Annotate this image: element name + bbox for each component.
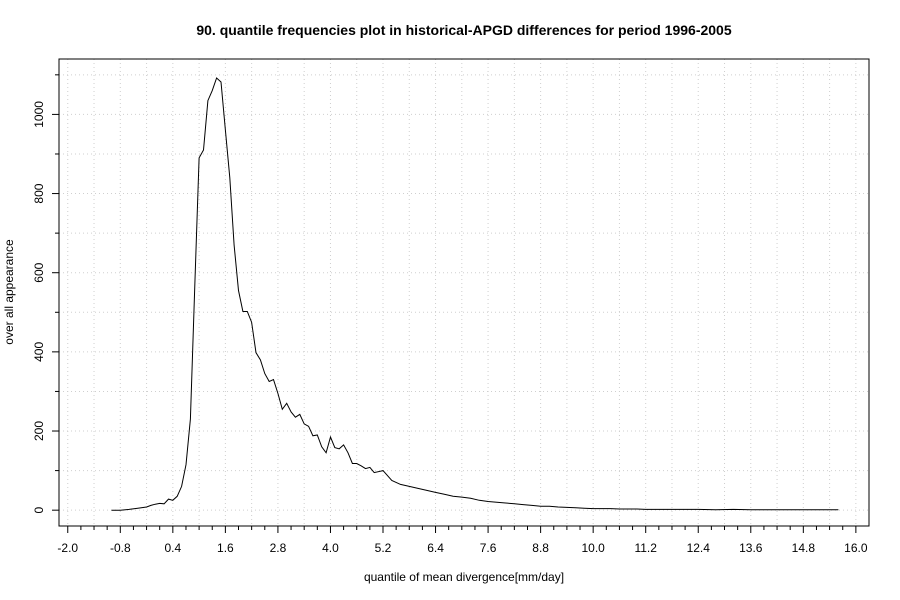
x-axis-label: quantile of mean divergence[mm/day] [364, 570, 564, 584]
x-tick-label: 8.8 [532, 541, 549, 555]
grid [59, 59, 869, 526]
x-tick-label: 0.4 [164, 541, 181, 555]
x-axis: -2.0 -0.8 0.4 1.6 2.8 4.0 5.2 6.4 7.6 8.8 10.0 11.2… [57, 526, 868, 555]
x-tick-label: 14.8 [792, 541, 816, 555]
x-tick-label: 16.0 [844, 541, 868, 555]
y-tick-label: 0 [32, 507, 46, 514]
x-tick-label: 10.0 [581, 541, 605, 555]
x-tick-label: 6.4 [427, 541, 444, 555]
x-tick-label: 5.2 [375, 541, 392, 555]
y-tick-label: 800 [32, 183, 46, 203]
x-tick-label: 1.6 [217, 541, 234, 555]
x-tick-label: 11.2 [634, 541, 657, 555]
plot-area [58, 58, 870, 527]
x-tick-label: 13.6 [739, 541, 763, 555]
y-tick-label: 400 [32, 342, 46, 362]
chart-title: 90. quantile frequencies plot in histori… [196, 22, 731, 38]
x-tick-label: 7.6 [480, 541, 497, 555]
y-axis-label: over all appearance [2, 239, 16, 345]
y-tick-label: 200 [32, 421, 46, 441]
series-line [111, 77, 839, 511]
x-tick-label: 4.0 [322, 541, 339, 555]
y-tick-label: 1000 [32, 101, 46, 128]
x-tick-label: 12.4 [687, 541, 711, 555]
x-tick-label: 2.8 [270, 541, 287, 555]
y-axis: 0 200 400 600 800 1000 [32, 74, 59, 514]
x-tick-label: -2.0 [57, 541, 78, 555]
y-tick-label: 600 [32, 262, 46, 282]
x-tick-label: -0.8 [110, 541, 131, 555]
